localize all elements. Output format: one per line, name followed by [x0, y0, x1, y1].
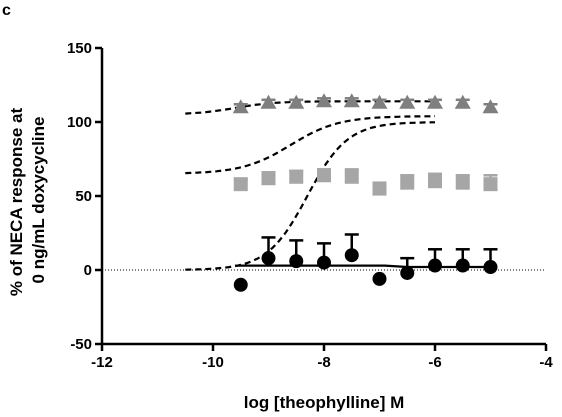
circle-point — [317, 255, 331, 270]
y-axis-title: % of NECA response at 0 ng/mL doxycyclin… — [7, 108, 48, 297]
x-axis-title: log [theophylline] M — [244, 393, 405, 412]
triangle-point — [399, 94, 416, 109]
circle-point — [344, 248, 359, 263]
data-markers — [232, 93, 499, 292]
x-tick-label: -4 — [539, 354, 553, 371]
y-axis-title-line2: 0 ng/mL doxycycline — [29, 117, 48, 284]
x-tick-label: -10 — [202, 354, 224, 371]
x-tick-label: -6 — [428, 354, 441, 371]
x-tick-label: -12 — [91, 354, 113, 371]
square-point — [400, 175, 415, 190]
fit-curve-4 — [235, 264, 491, 269]
y-tick-label: 0 — [84, 262, 92, 279]
fit-curve-1 — [185, 121, 435, 271]
square-point — [289, 169, 304, 184]
fit-curves — [185, 100, 491, 271]
triangle-point — [482, 99, 499, 114]
triangle-point — [260, 94, 277, 109]
y-tick-label: -50 — [70, 336, 92, 353]
circle-point — [483, 260, 498, 275]
circle-point — [289, 254, 304, 269]
square-point — [455, 175, 470, 190]
ticks: -50 0 50 100 150 -12 -10 -8 -6 -4 — [67, 40, 553, 371]
y-tick-label: 150 — [67, 40, 92, 57]
circle-point — [428, 258, 442, 273]
triangle-point — [454, 94, 471, 109]
square-point — [372, 181, 387, 196]
circle-point — [233, 277, 248, 292]
panel-label: c — [2, 2, 11, 19]
circle-point — [261, 251, 276, 266]
circle-point — [455, 258, 470, 273]
y-axis-title-line1: % of NECA response at — [7, 108, 26, 297]
triangle-point — [343, 93, 360, 108]
square-point — [317, 168, 331, 183]
triangle-point — [371, 94, 388, 109]
x-tick-label: -8 — [317, 354, 330, 371]
y-tick-label: 50 — [75, 188, 92, 205]
circle-point — [372, 271, 387, 286]
circle-point — [400, 265, 415, 280]
fit-curve-2 — [185, 115, 435, 175]
square-point — [428, 174, 442, 189]
square-point — [261, 171, 276, 186]
triangle-point — [288, 94, 305, 109]
square-point — [483, 177, 498, 192]
square-point — [233, 177, 248, 192]
fit-curve-3 — [185, 100, 435, 115]
y-tick-label: 100 — [67, 114, 92, 131]
square-point — [344, 169, 359, 184]
triangle-point — [316, 93, 332, 108]
triangle-point — [427, 94, 443, 109]
triangle-point — [232, 99, 249, 114]
axes — [100, 48, 546, 346]
